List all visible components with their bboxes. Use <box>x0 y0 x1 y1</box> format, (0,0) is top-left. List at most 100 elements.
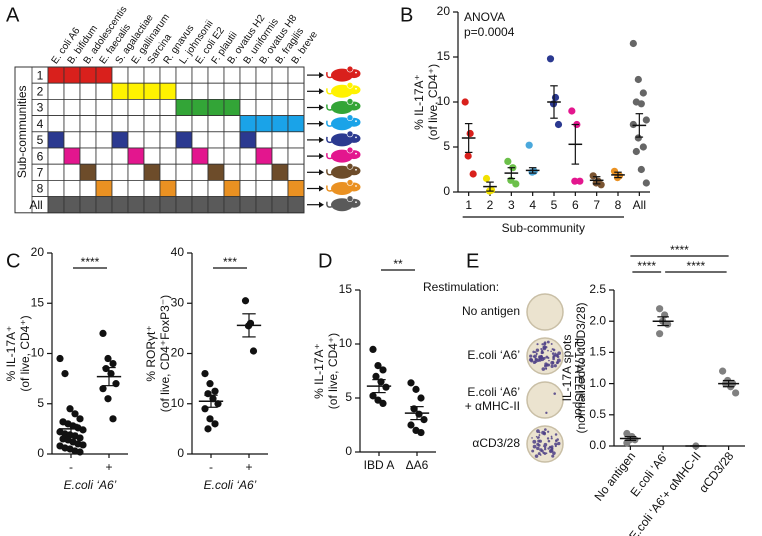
elispot-spot <box>530 359 534 363</box>
elispot-spot <box>550 342 553 345</box>
y-axis-label: (of live, CD4⁺) <box>326 333 340 409</box>
y-tick-label: 20 <box>171 346 185 360</box>
mouse-eye <box>355 185 357 187</box>
membership-cell <box>95 196 113 214</box>
data-point <box>211 387 219 395</box>
arrow-head <box>319 88 324 95</box>
elispot-spot <box>553 392 556 395</box>
data-point <box>656 330 664 338</box>
data-point <box>241 297 250 305</box>
y-axis-label: % IL-17A⁺ <box>412 74 426 130</box>
annotation: ANOVA <box>464 10 505 24</box>
y-tick-label: 0 <box>345 444 352 458</box>
elispot-spot <box>550 437 553 440</box>
membership-cell <box>271 66 289 84</box>
mouse-ear <box>346 114 354 121</box>
membership-cell <box>207 196 225 214</box>
membership-cell <box>63 179 81 197</box>
membership-cell <box>79 179 97 197</box>
membership-cell <box>79 82 97 100</box>
elispot-spot <box>538 358 542 362</box>
elispot-spot <box>536 429 540 433</box>
elispot-spot <box>550 445 554 449</box>
membership-cell <box>207 66 225 84</box>
elispot-spot <box>550 350 552 353</box>
membership-cell <box>143 66 161 84</box>
membership-cell <box>127 179 145 197</box>
arrow-head <box>319 72 324 79</box>
elispot-spot <box>551 454 555 458</box>
membership-cell <box>63 115 81 133</box>
elispot-well <box>526 381 564 419</box>
data-point <box>637 165 645 174</box>
condition-label: No antigen <box>462 304 520 318</box>
membership-cell <box>143 82 161 100</box>
y-tick-label: 15 <box>437 49 451 63</box>
elispot-spot <box>552 451 556 456</box>
elispot-spot <box>551 352 555 355</box>
membership-cell <box>287 99 305 117</box>
membership-cell <box>255 196 273 214</box>
data-point <box>374 362 382 370</box>
membership-cell <box>175 66 193 84</box>
membership-cell <box>159 147 177 165</box>
membership-cell <box>239 82 257 100</box>
membership-cell <box>191 99 209 117</box>
data-point <box>369 345 377 353</box>
y-tick-label: 5 <box>37 396 44 410</box>
arrow-head <box>319 104 324 111</box>
data-point <box>629 120 637 129</box>
membership-cell <box>111 115 129 133</box>
data-point <box>76 415 84 423</box>
mouse-eye <box>355 87 357 90</box>
membership-cell <box>127 82 145 100</box>
membership-cell <box>271 179 289 197</box>
data-point <box>546 55 555 63</box>
membership-cell <box>159 82 177 100</box>
mouse-icon <box>326 179 361 195</box>
data-point <box>412 385 420 393</box>
elispot-spot <box>542 451 545 454</box>
row-label: 8 <box>37 182 44 196</box>
mouse-ear <box>346 98 354 105</box>
membership-cell <box>287 82 305 100</box>
row-label: 3 <box>37 101 44 115</box>
data-point <box>109 359 117 368</box>
mouse-eye <box>355 71 357 74</box>
elispot-spot <box>556 438 559 441</box>
mouse-body <box>331 165 353 179</box>
mouse-tail <box>326 104 333 111</box>
row-label: 7 <box>37 165 44 179</box>
x-tick-label: IBD A <box>364 458 395 472</box>
membership-cell <box>63 196 81 214</box>
membership-cell <box>127 163 145 181</box>
elispot-spot <box>546 437 550 440</box>
elispot-spot <box>556 354 559 357</box>
mouse-ear <box>346 130 354 138</box>
panel-letter: E <box>466 250 479 272</box>
elispot-spot <box>545 367 548 370</box>
arrow-head <box>319 120 324 127</box>
y-axis-label: % IL-17A⁺ <box>312 343 326 399</box>
membership-cell <box>127 196 145 214</box>
mouse-icon <box>326 65 361 82</box>
elispot-spot <box>552 357 555 361</box>
elispot-spot <box>532 350 535 354</box>
membership-cell <box>47 163 65 181</box>
membership-cell <box>255 179 273 197</box>
elispot-spot <box>534 359 538 363</box>
membership-cell <box>79 99 97 117</box>
membership-cell <box>287 163 305 181</box>
membership-cell <box>95 163 113 181</box>
mouse-body <box>331 182 353 195</box>
elispot-spot <box>550 435 553 438</box>
membership-cell <box>255 99 273 117</box>
data-point <box>71 410 79 418</box>
membership-cell <box>175 163 193 181</box>
membership-cell <box>95 179 113 197</box>
data-point <box>656 305 664 313</box>
elispot-spot <box>538 431 541 434</box>
membership-cell <box>159 163 177 181</box>
y-tick-label: 20 <box>31 245 45 259</box>
elispot-spot <box>532 444 537 449</box>
